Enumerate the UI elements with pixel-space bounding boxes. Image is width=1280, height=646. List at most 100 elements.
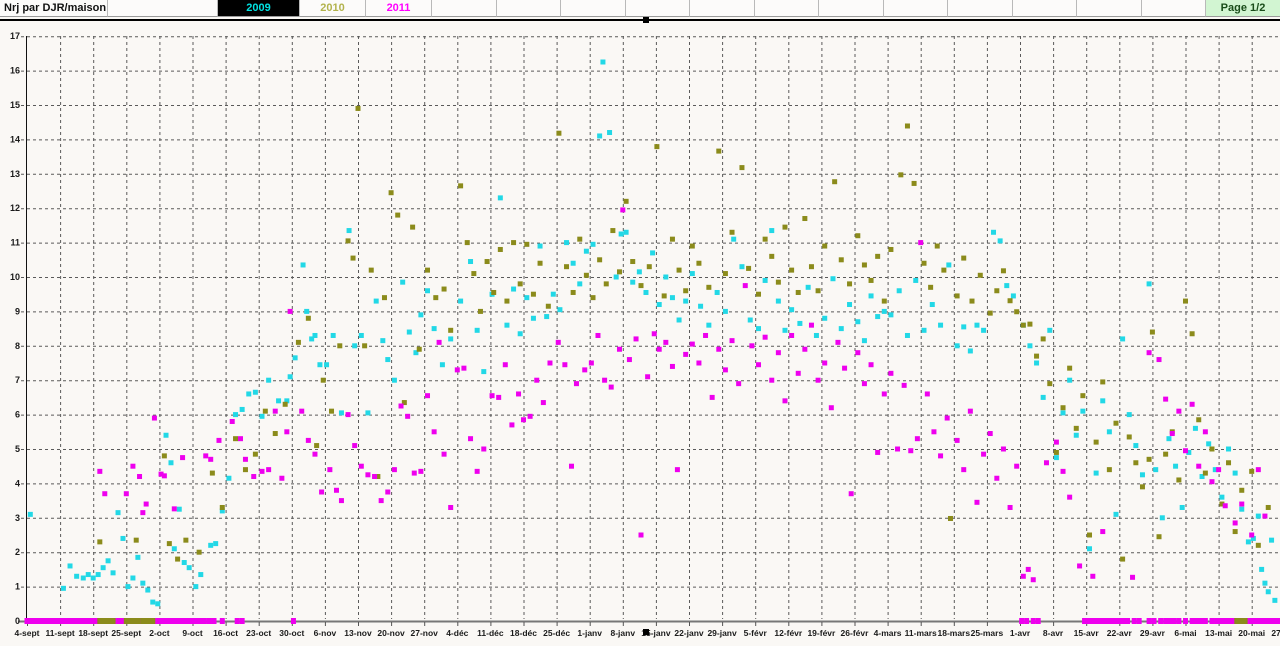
data-point: [183, 537, 189, 543]
legend-year-2010[interactable]: 2010: [300, 0, 366, 17]
data-point: [431, 429, 437, 435]
data-point: [961, 255, 967, 261]
svg-text:29-janv: 29-janv: [707, 628, 737, 638]
data-point: [448, 504, 454, 510]
data-point: [418, 468, 424, 474]
chart-resize-handle-top[interactable]: [643, 17, 649, 23]
data-point: [350, 255, 356, 261]
svg-text:13-mai: 13-mai: [1205, 628, 1232, 638]
data-point: [838, 326, 844, 332]
data-point: [914, 436, 920, 442]
data-point: [842, 365, 848, 371]
data-point: [1183, 448, 1188, 454]
data-point: [663, 339, 669, 345]
svg-text:25-déc: 25-déc: [543, 628, 570, 638]
data-point: [775, 279, 781, 285]
series-2009-points: [27, 59, 1278, 607]
svg-text:26-févr: 26-févr: [841, 628, 870, 638]
data-point: [259, 468, 265, 474]
data-point: [855, 319, 861, 325]
data-point: [166, 541, 172, 547]
data-point: [904, 123, 910, 129]
data-point: [981, 451, 987, 457]
chart-resize-handle-bottom[interactable]: [643, 629, 649, 635]
data-point: [1053, 455, 1059, 461]
data-point: [1272, 597, 1278, 603]
data-point: [898, 172, 904, 178]
data-point: [739, 264, 745, 270]
data-point: [603, 281, 609, 287]
data-point: [171, 506, 177, 512]
data-point: [338, 498, 344, 504]
data-point: [474, 468, 480, 474]
chart-object-border: [0, 19, 1280, 21]
data-point: [1192, 425, 1198, 431]
data-point: [789, 332, 795, 338]
data-point: [272, 408, 278, 414]
data-point: [130, 575, 136, 581]
data-point: [1189, 331, 1195, 337]
data-point: [1100, 529, 1106, 535]
svg-text:8-avr: 8-avr: [1043, 628, 1064, 638]
data-point: [1120, 336, 1126, 342]
data-point: [436, 339, 442, 345]
data-point: [855, 350, 861, 356]
data-point: [1100, 398, 1106, 404]
data-point: [550, 291, 556, 297]
data-point: [279, 475, 285, 481]
data-point: [1179, 504, 1185, 510]
svg-text:22-avr: 22-avr: [1107, 628, 1133, 638]
data-point: [1153, 467, 1159, 473]
data-point: [441, 286, 447, 292]
data-point: [1146, 350, 1152, 356]
data-point: [954, 437, 960, 443]
data-point: [590, 241, 596, 247]
svg-text:16-oct: 16-oct: [213, 628, 238, 638]
svg-text:20-mai: 20-mai: [1238, 628, 1265, 638]
data-point: [1202, 429, 1208, 435]
data-point: [1265, 589, 1271, 595]
data-point: [295, 339, 301, 345]
data-point: [610, 228, 616, 234]
svg-text:18-sept: 18-sept: [78, 628, 108, 638]
data-point: [441, 451, 447, 457]
data-point: [1106, 467, 1112, 473]
data-point: [1047, 381, 1053, 387]
data-point: [832, 179, 838, 185]
data-point: [947, 515, 953, 521]
data-point: [716, 346, 722, 352]
svg-text:13: 13: [10, 169, 20, 179]
data-point: [1269, 537, 1275, 543]
data-point: [97, 539, 103, 545]
svg-text:8-janv: 8-janv: [611, 628, 636, 638]
header-blank-cell: [948, 0, 1013, 17]
data-point: [1053, 439, 1059, 445]
data-point: [405, 413, 411, 419]
data-point: [85, 572, 91, 578]
data-point: [931, 429, 937, 435]
data-point: [1030, 577, 1036, 583]
data-point: [938, 322, 944, 328]
data-point: [537, 260, 543, 266]
data-point: [74, 573, 80, 579]
data-point: [577, 281, 583, 287]
data-point: [534, 377, 540, 383]
data-point: [388, 190, 394, 196]
data-point: [497, 195, 503, 201]
data-point: [1255, 542, 1261, 548]
svg-text:29-avr: 29-avr: [1140, 628, 1166, 638]
legend-year-2009[interactable]: 2009: [218, 0, 300, 17]
data-point: [756, 326, 762, 332]
data-point: [556, 130, 562, 136]
data-point: [709, 394, 715, 400]
data-point: [461, 365, 467, 371]
data-point: [1067, 494, 1073, 500]
data-point: [1156, 534, 1162, 540]
data-point: [797, 320, 803, 326]
svg-text:9: 9: [15, 306, 20, 316]
data-point: [583, 248, 589, 254]
legend-year-2011[interactable]: 2011: [366, 0, 432, 17]
data-point: [861, 262, 867, 268]
data-point: [314, 443, 320, 449]
